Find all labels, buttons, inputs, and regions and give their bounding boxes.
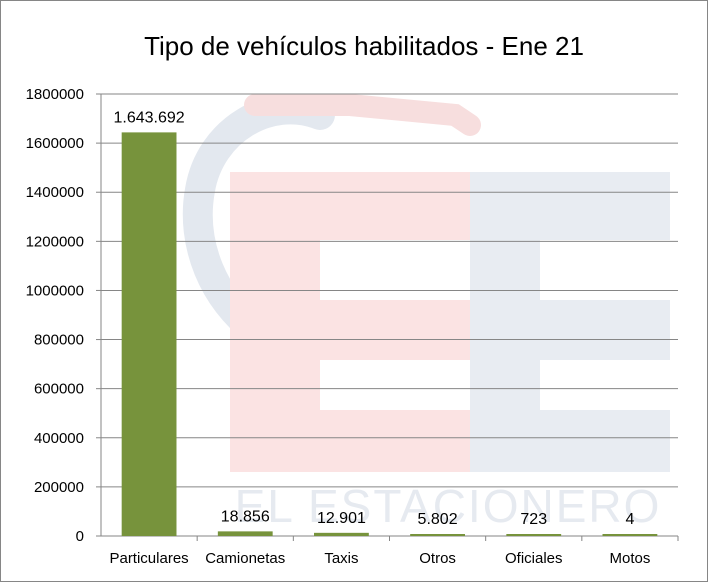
watermark-text: EL ESTACIONERO [235, 480, 662, 532]
data-label: 4 [625, 511, 634, 528]
x-tick-label: Motos [609, 550, 650, 567]
x-tick-label: Oficiales [505, 550, 563, 567]
y-tick-label: 1200000 [26, 233, 84, 250]
x-tick-label: Otros [419, 550, 456, 567]
y-tick-label: 1400000 [26, 184, 84, 201]
data-label: 1.643.692 [113, 109, 184, 126]
y-tick-label: 600000 [34, 381, 84, 398]
data-label: 723 [520, 511, 547, 528]
y-tick-label: 1000000 [26, 282, 84, 299]
data-label: 5.802 [418, 511, 458, 528]
y-tick-label: 200000 [34, 479, 84, 496]
data-label: 18.856 [221, 508, 270, 525]
bar-camionetas [217, 531, 273, 536]
y-tick-label: 1800000 [26, 86, 84, 103]
x-tick-label: Particulares [109, 550, 188, 567]
bar-oficiales [506, 534, 562, 536]
data-label: 12.901 [317, 510, 366, 527]
chart-title: Tipo de vehículos habilitados - Ene 21 [144, 31, 584, 61]
y-tick-label: 800000 [34, 332, 84, 349]
x-tick-label: Camionetas [205, 550, 285, 567]
y-tick-label: 1600000 [26, 135, 84, 152]
bar-motos [602, 534, 658, 536]
bar-otros [410, 534, 465, 536]
bar-taxis [314, 532, 369, 536]
y-tick-label: 0 [76, 528, 84, 545]
x-tick-label: Taxis [324, 550, 358, 567]
bar-particulares [121, 132, 177, 536]
y-tick-label: 400000 [34, 430, 84, 447]
